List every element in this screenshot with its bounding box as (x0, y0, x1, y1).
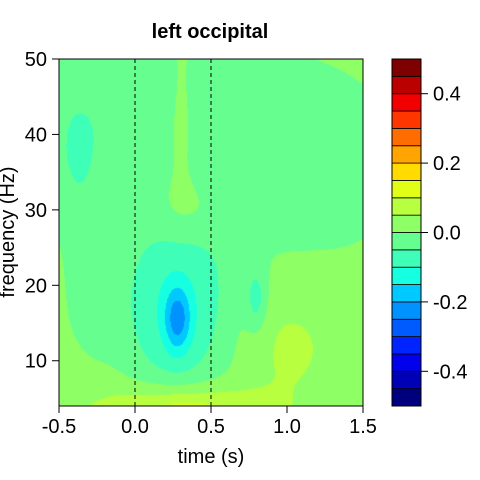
y-tick-label: 30 (25, 200, 47, 222)
x-tick-label: 1.5 (349, 416, 377, 438)
colorbar-swatch (391, 145, 422, 164)
x-tick-label: 1.0 (273, 416, 301, 438)
colorbar-swatch (391, 197, 422, 216)
colorbar-tick-label: 0.0 (433, 223, 461, 245)
x-tick-label: 0.0 (121, 416, 149, 438)
colorbar-swatch (391, 110, 422, 129)
x-axis: -0.5 0.0 0.5 1.0 1.5 (42, 406, 377, 438)
colorbar-swatch (391, 353, 422, 372)
colorbar-tick-label: -0.4 (433, 361, 467, 383)
chart-title: left occipital (152, 21, 269, 43)
y-tick-label: 20 (25, 275, 47, 297)
x-tick-label: -0.5 (42, 416, 76, 438)
colorbar-swatch (391, 370, 422, 390)
colorbar-swatch (391, 249, 422, 268)
colorbar-swatch (391, 266, 422, 285)
colorbar-tick-label: 0.4 (433, 84, 461, 106)
colorbar-swatch (391, 162, 422, 181)
y-axis: 10 20 30 40 50 (25, 49, 59, 373)
plot-area (58, 58, 364, 407)
y-tick-label: 40 (25, 124, 47, 146)
colorbar-swatch (391, 180, 422, 199)
colorbar-tick-label: -0.2 (433, 292, 467, 314)
colorbar-swatch (391, 127, 422, 147)
y-tick-label: 10 (25, 351, 47, 373)
reference-lines (134, 59, 212, 406)
colorbar: -0.4 -0.2 0.0 0.2 0.4 (391, 58, 467, 407)
colorbar-swatch (391, 58, 422, 77)
x-axis-label: time (s) (178, 446, 245, 468)
y-axis-label: frequency (Hz) (0, 166, 19, 297)
colorbar-swatch (391, 318, 422, 338)
colorbar-swatch (391, 93, 422, 112)
colorbar-swatch (391, 232, 422, 251)
colorbar-swatch (391, 388, 422, 407)
colorbar-swatch (391, 214, 422, 233)
x-tick-label: 0.5 (197, 416, 225, 438)
colorbar-swatch (391, 301, 422, 320)
y-tick-label: 50 (25, 49, 47, 71)
colorbar-swatch (391, 336, 422, 355)
colorbar-tick-label: 0.2 (433, 153, 461, 175)
colorbar-swatch (391, 284, 422, 303)
colorbar-swatch (391, 75, 422, 95)
